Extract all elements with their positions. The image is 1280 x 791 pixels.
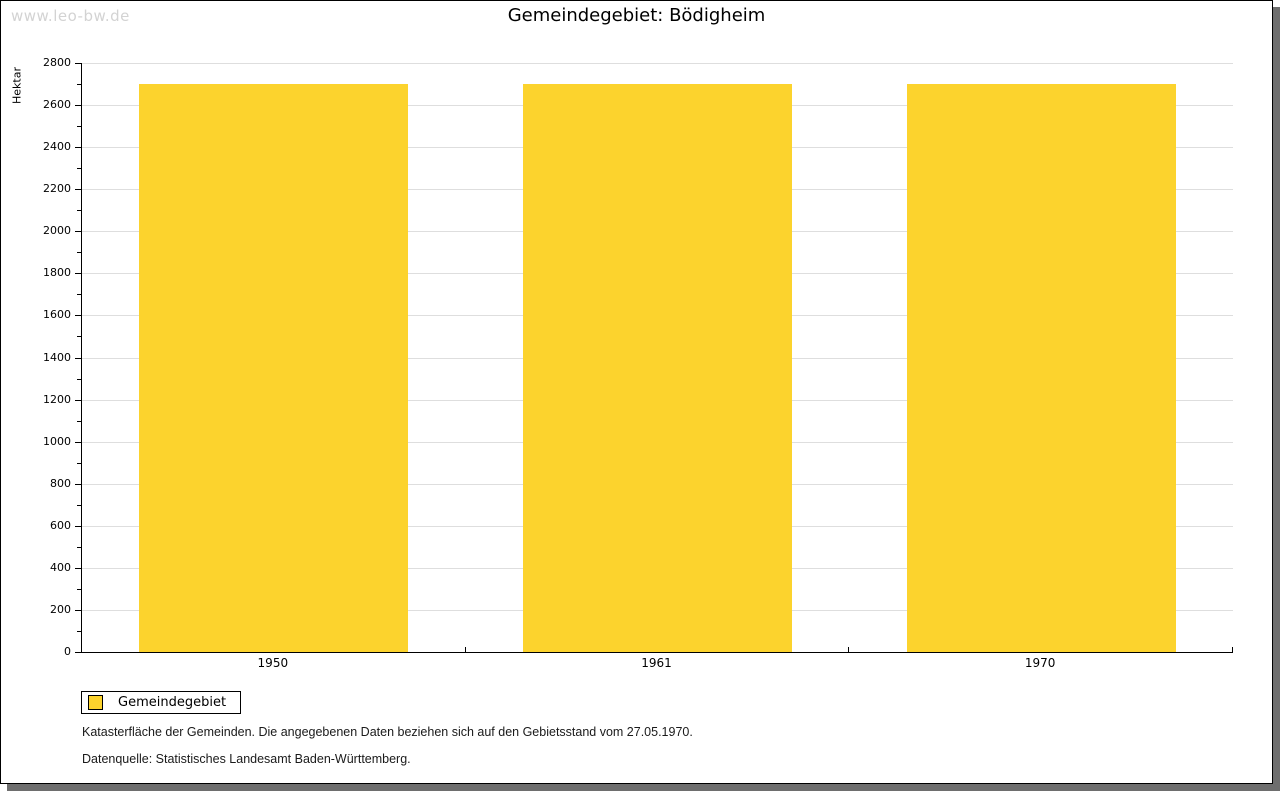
y-tick-label-1800: 1800 — [43, 266, 71, 280]
legend-box: Gemeindegebiet — [81, 691, 242, 714]
bar-1950 — [139, 84, 409, 652]
y-tick-1600 — [75, 315, 81, 317]
footnote-source-description: Katasterfläche der Gemeinden. Die angege… — [82, 725, 693, 739]
y-tick-label-1000: 1000 — [43, 434, 71, 448]
y-tick-2200 — [75, 189, 81, 191]
y-tick-label-0: 0 — [64, 645, 71, 658]
y-tick-2500 — [77, 126, 81, 128]
y-tick-2700 — [77, 84, 81, 86]
y-tick-label-1200: 1200 — [43, 392, 71, 406]
y-tick-1000 — [75, 441, 81, 443]
y-tick-label-2400: 2400 — [43, 140, 71, 154]
y-tick-1800 — [75, 273, 81, 275]
plot-area — [81, 63, 1233, 653]
y-tick-label-200: 200 — [50, 602, 71, 616]
y-tick-label-800: 800 — [50, 476, 71, 490]
footnote-data-source: Datenquelle: Statistisches Landesamt Bad… — [82, 752, 411, 766]
y-tick-400 — [75, 567, 81, 569]
y-tick-1900 — [77, 252, 81, 254]
y-tick-2300 — [77, 168, 81, 170]
y-tick-900 — [77, 462, 81, 464]
x-tick-label-1970: 1970 — [1024, 656, 1056, 670]
chart-title: Gemeindegebiet: Bödigheim — [507, 5, 766, 26]
x-boundary-tick-1 — [464, 647, 466, 652]
y-axis-tick-labels: 0 200 400 600 800 1000 1200 1400 1600 1800 2000 220… — [1, 56, 71, 658]
bar-1970 — [906, 84, 1176, 652]
y-tick-200 — [75, 609, 81, 611]
y-tick-label-400: 400 — [50, 560, 71, 574]
y-tick-500 — [77, 546, 81, 548]
y-tick-label-2600: 2600 — [43, 98, 71, 112]
y-tick-1700 — [77, 294, 81, 296]
x-boundary-tick-3 — [1232, 647, 1233, 652]
y-tick-label-2200: 2200 — [43, 182, 71, 196]
y-tick-1400 — [75, 357, 81, 359]
y-tick-label-1600: 1600 — [43, 308, 71, 322]
y-tick-1200 — [75, 399, 81, 401]
y-tick-2400 — [75, 147, 81, 149]
x-axis-tick-labels: 1950 1961 1970 — [81, 656, 1232, 676]
y-tick-2600 — [75, 105, 81, 107]
y-tick-100 — [77, 630, 81, 632]
x-boundary-tick-2 — [848, 647, 850, 652]
watermark: www.leo-bw.de — [11, 7, 130, 25]
y-tick-800 — [75, 483, 81, 485]
y-tick-2100 — [77, 210, 81, 212]
y-tick-1300 — [77, 378, 81, 380]
y-tick-label-2800: 2800 — [43, 56, 71, 69]
gridline-2800 — [82, 63, 1233, 64]
y-tick-label-2000: 2000 — [43, 224, 71, 238]
footnotes: Katasterfläche der Gemeinden. Die angege… — [82, 725, 693, 779]
bar-1961 — [523, 84, 792, 652]
y-tick-label-600: 600 — [50, 518, 71, 532]
legend-label: Gemeindegebiet — [118, 695, 227, 710]
y-tick-2800 — [75, 63, 81, 64]
y-tick-700 — [77, 504, 81, 506]
y-tick-0 — [75, 652, 81, 653]
y-tick-1500 — [77, 336, 81, 338]
x-tick-label-1950: 1950 — [257, 656, 289, 670]
y-tick-1100 — [77, 420, 81, 422]
x-tick-label-1961: 1961 — [641, 656, 672, 670]
y-tick-2000 — [75, 231, 81, 233]
y-axis-ticks — [75, 63, 81, 653]
y-tick-600 — [75, 525, 81, 527]
y-tick-300 — [77, 588, 81, 590]
legend-swatch-icon — [88, 695, 103, 710]
y-tick-label-1400: 1400 — [43, 350, 71, 364]
